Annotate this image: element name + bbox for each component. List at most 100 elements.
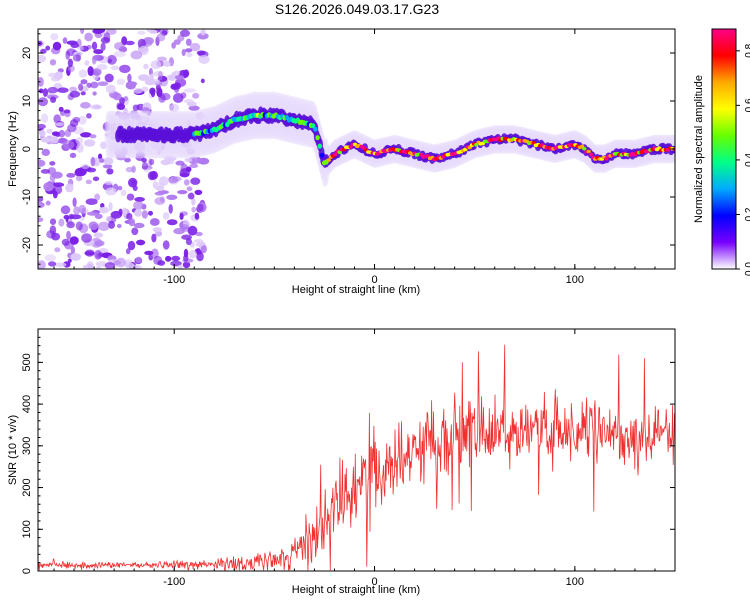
heatmap-noise-blob [69,214,82,220]
heatmap-noise-blob [188,156,201,165]
heatmap-noise-blob [49,218,57,225]
heatmap-noise-blob [94,240,105,247]
heatmap-noise-blob [177,190,188,195]
heatmap-noise-blob [92,91,97,96]
heatmap-noise-blob [52,41,62,51]
heatmap-noise-blob [104,262,115,269]
heatmap-noise-blob [181,224,189,233]
heatmap-noise-blob [63,109,71,114]
heatmap-noise-blob [78,83,84,91]
heatmap-noise-blob [185,38,192,46]
heatmap-noise-blob [54,247,61,253]
heatmap-noise-blob [180,29,190,37]
heatmap-noise-blob [44,254,56,262]
heatmap-noise-blob [113,50,126,58]
heatmap-noise-blob [185,48,193,53]
heatmap-noise-blob [102,164,113,169]
heatmap-noise-blob [38,159,46,167]
heatmap-noise-blob [49,59,57,66]
heatmap-ytick-label: 20 [21,47,33,59]
heatmap-noise-blob [197,32,209,40]
heatmap-noise-blob [194,212,200,220]
heatmap-noise-blob [125,248,131,255]
heatmap-noise-blob [91,41,98,50]
heatmap-noise-blob [185,238,192,246]
heatmap-noise-blob [46,128,53,134]
heatmap-noise-blob [70,42,80,49]
heatmap-noise-blob [193,239,204,243]
heatmap-noise-blob [51,232,61,241]
heatmap-ridge-core [326,158,331,162]
heatmap-noise-blob [75,137,84,145]
heatmap-noise-blob [162,212,170,220]
snr-xtick-label: 0 [371,576,377,588]
heatmap-noise-blob [155,185,165,192]
heatmap-ytick-label: 10 [21,95,33,107]
heatmap-ridge-core [588,152,594,157]
heatmap-noise-blob [78,115,87,125]
heatmap-noise-blob [96,64,108,70]
heatmap-noise-blob [63,214,70,220]
heatmap-noise-blob [90,104,102,110]
heatmap-noise-blob [182,261,191,269]
heatmap-ytick-label: 0 [21,146,33,152]
heatmap-noise-blob [152,179,158,188]
heatmap-noise-blob [187,192,195,200]
heatmap-noise-blob [148,210,153,216]
heatmap-noise-blob [200,78,205,84]
heatmap-noise-blob [157,56,167,62]
heatmap-noise-blob [84,32,93,42]
heatmap-noise-blob [86,211,99,216]
heatmap-noise-blob [194,189,203,195]
heatmap-noise-blob [116,102,121,110]
heatmap-xtick-label: -100 [163,274,185,286]
heatmap-noise-blob [196,251,204,262]
heatmap-noise-blob [127,81,138,86]
snr-xtick-label: -100 [163,576,185,588]
heatmap-noise-blob [105,215,112,222]
heatmap-ytick-label: -20 [21,237,33,253]
heatmap-ridge-core [337,150,342,154]
heatmap-noise-blob [116,78,126,86]
heatmap-noise-blob [82,264,89,269]
heatmap-noise-blob [38,201,45,209]
heatmap-noise-blob [50,136,59,144]
heatmap-noise-blob [165,255,172,262]
heatmap-noise-blob [69,152,77,159]
snr-series-line [38,344,675,571]
heatmap-noise-blob [153,255,163,265]
heatmap-noise-blob [39,130,46,137]
heatmap-noise-blob [128,218,136,227]
heatmap-noise-blob [154,197,166,205]
heatmap-noise-blob [81,233,92,243]
heatmap-noise-blob [179,212,184,220]
heatmap-noise-blob [77,45,84,51]
heatmap-noise-blob [49,174,56,182]
heatmap-noise-blob [93,29,106,34]
heatmap-noise-blob [159,92,171,101]
colorbar-axes: 0.0 0.2 0.4 0.6 0.8 [736,43,750,276]
heatmap-noise-blob [80,91,86,96]
heatmap-ylabel: Frequency (Hz) [7,111,19,187]
heatmap-noise-blob [73,206,80,216]
heatmap-noise-blob [47,86,58,94]
heatmap-noise-blob [60,205,71,215]
heatmap-noise-blob [106,168,114,175]
heatmap-noise-blob [158,70,163,81]
heatmap-noise-blob [38,217,44,223]
heatmap-noise-blob [62,37,68,44]
heatmap-noise-blob [143,63,149,70]
heatmap-noise-blob [38,77,44,87]
heatmap-ridge-core [333,152,338,157]
heatmap-noise-blob [74,167,87,177]
heatmap-noise-blob [151,233,157,243]
heatmap-noise-blob [187,225,198,236]
heatmap-xtick-label: 100 [566,274,584,286]
heatmap-noise-blob [141,210,148,219]
heatmap-noise-blob [84,251,95,256]
heatmap-noise-blob [110,65,120,71]
heatmap-noise-blob [125,40,135,46]
heatmap-noise-blob [95,266,101,269]
heatmap-noise-blob [108,220,115,229]
